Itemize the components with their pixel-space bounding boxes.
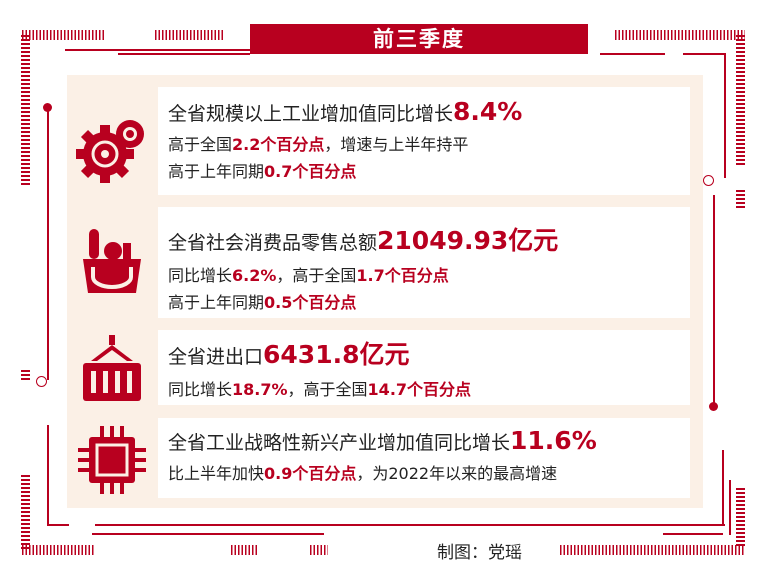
highlight-value: 0.9个百分点	[264, 464, 357, 483]
highlight-value: 1.7个百分点	[356, 266, 449, 285]
text-segment: 全省进出口	[168, 346, 264, 368]
chip-icon	[75, 423, 149, 497]
gears-icon	[75, 110, 149, 184]
credit: 制图：党瑶	[437, 543, 522, 563]
text-segment: 高于全国	[168, 135, 233, 154]
stat-detail-line: 比上半年加快0.9个百分点，为2022年以来的最高增速	[168, 461, 690, 486]
highlight-value: 6.2%	[232, 266, 277, 285]
stat-headline: 全省社会消费品零售总额21049.93亿元	[168, 221, 690, 257]
highlight-value: 14.7个百分点	[367, 380, 472, 399]
text-segment: 比上半年加快	[168, 464, 265, 483]
highlight-value: 0.5个百分点	[264, 293, 357, 312]
stat-detail-line: 高于上年同期0.7个百分点	[168, 159, 690, 184]
stat-detail-line: 高于上年同期0.5个百分点	[168, 290, 690, 315]
text-segment: 全省社会消费品零售总额	[168, 232, 378, 254]
text-segment: 同比增长	[168, 266, 233, 285]
stat-headline: 全省工业战略性新兴产业增加值同比增长11.6%	[168, 426, 690, 455]
text-segment: 高于上年同期	[168, 293, 265, 312]
stat-card-trade: 全省进出口6431.8亿元同比增长18.7%，高于全国14.7个百分点	[158, 330, 690, 405]
highlight-value: 18.7%	[232, 380, 288, 399]
page-title: 前三季度	[250, 24, 588, 54]
stat-detail-line: 同比增长18.7%，高于全国14.7个百分点	[168, 377, 690, 402]
text-segment: 同比增长	[168, 380, 233, 399]
highlight-value: 21049.93亿元	[377, 226, 559, 255]
text-segment: ，为2022年以来的最高增速	[356, 464, 558, 483]
highlight-value: 6431.8亿元	[263, 340, 410, 369]
stat-headline: 全省规模以上工业增加值同比增长8.4%	[168, 97, 690, 126]
shopping-basket-icon	[75, 223, 149, 297]
text-segment: ，高于全国	[276, 266, 357, 285]
text-segment: 全省规模以上工业增加值同比增长	[168, 103, 454, 125]
stat-headline: 全省进出口6431.8亿元	[168, 335, 690, 371]
stats-panel: 全省规模以上工业增加值同比增长8.4% 高于全国2.2个百分点，增速与上半年持平高…	[67, 75, 703, 508]
stat-detail-line: 高于全国2.2个百分点，增速与上半年持平	[168, 132, 690, 157]
stat-detail-line: 同比增长6.2%，高于全国1.7个百分点	[168, 263, 690, 288]
stat-card-emerging-industry: 全省工业战略性新兴产业增加值同比增长11.6% 比上半年加快0.9个百分点，为20…	[158, 418, 690, 498]
shipping-container-icon	[75, 333, 149, 407]
text-segment: 高于上年同期	[168, 162, 265, 181]
highlight-value: 8.4%	[453, 97, 523, 126]
text-segment: ，高于全国	[287, 380, 368, 399]
highlight-value: 2.2个百分点	[232, 135, 325, 154]
highlight-value: 0.7个百分点	[264, 162, 357, 181]
text-segment: 全省工业战略性新兴产业增加值同比增长	[168, 432, 511, 454]
stat-card-retail: 全省社会消费品零售总额21049.93亿元同比增长6.2%，高于全国1.7个百分…	[158, 207, 690, 318]
highlight-value: 11.6%	[510, 426, 597, 455]
stat-card-industry: 全省规模以上工业增加值同比增长8.4% 高于全国2.2个百分点，增速与上半年持平高…	[158, 87, 690, 195]
text-segment: ，增速与上半年持平	[324, 135, 469, 154]
